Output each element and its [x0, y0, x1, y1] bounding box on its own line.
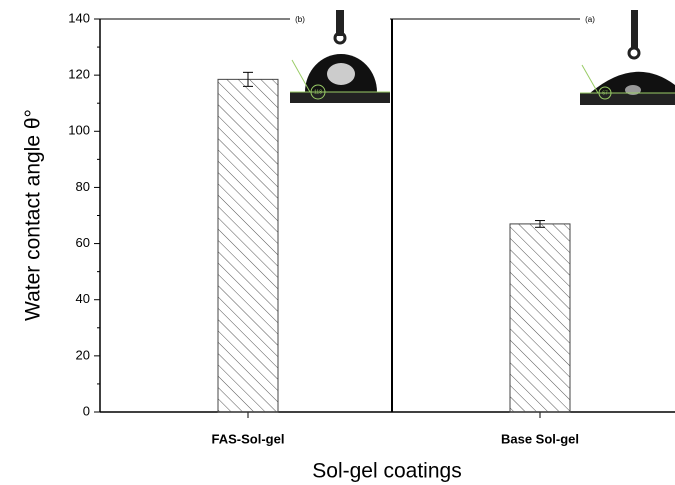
y-axis-label: Water contact angle θ° — [22, 109, 45, 321]
y-tick-label: 20 — [76, 347, 90, 362]
y-tick-label: 80 — [76, 179, 90, 194]
y-tick-label: 140 — [68, 10, 90, 25]
y-tick-label: 0 — [83, 403, 90, 418]
y-tick-label: 120 — [68, 67, 90, 82]
inset-angle: 67 — [602, 90, 608, 96]
inset-angle: 118 — [314, 89, 322, 95]
inset-label: (b) — [295, 15, 305, 24]
chart: Water contact angle θ° Sol-gel coatings … — [0, 0, 675, 485]
inset-image — [290, 10, 390, 103]
y-tick-label: 60 — [76, 235, 90, 250]
bar — [510, 224, 570, 412]
x-axis-label: Sol-gel coatings — [312, 460, 461, 483]
bar — [218, 79, 278, 412]
y-tick-label: 100 — [68, 123, 90, 138]
inset-image — [580, 10, 675, 105]
x-tick-label: FAS-Sol-gel — [212, 431, 285, 446]
y-tick-label: 40 — [76, 291, 90, 306]
inset-label: (a) — [585, 15, 595, 24]
x-tick-label: Base Sol-gel — [501, 431, 579, 446]
page: Water contact angle θ° Sol-gel coatings … — [0, 0, 675, 485]
